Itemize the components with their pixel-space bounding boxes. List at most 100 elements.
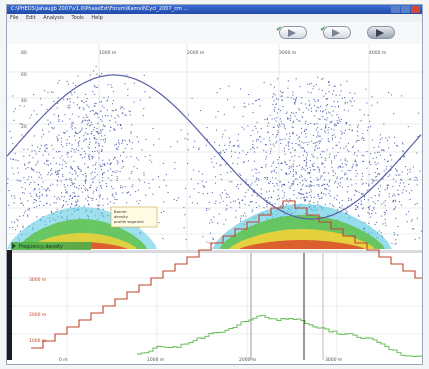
scatter-point: [287, 96, 289, 98]
scatter-point: [93, 129, 95, 131]
scatter-point: [370, 163, 372, 165]
scatter-point: [102, 204, 104, 206]
scatter-point: [163, 210, 165, 212]
scatter-point: [341, 163, 343, 165]
scatter-point: [112, 188, 114, 190]
scatter-point: [245, 191, 247, 193]
scatter-point: [64, 161, 66, 163]
scatter-point: [352, 164, 354, 166]
scatter-point: [340, 159, 342, 161]
close-button[interactable]: [411, 6, 420, 13]
y-tick-lower: 1000 m: [29, 338, 46, 344]
scatter-point: [92, 164, 94, 166]
scatter-point: [239, 173, 241, 175]
scatter-point: [286, 174, 288, 176]
scatter-point: [69, 104, 71, 106]
menu-tools[interactable]: Tools: [71, 15, 84, 21]
scatter-point: [139, 99, 141, 101]
scatter-point: [256, 138, 258, 140]
scatter-point: [284, 184, 286, 186]
scatter-point: [85, 128, 87, 130]
scatter-point: [99, 74, 101, 76]
menu-help[interactable]: Help: [91, 15, 103, 21]
scatter-point: [95, 112, 97, 114]
scatter-point: [233, 200, 235, 202]
scatter-point: [321, 90, 323, 92]
scatter-point: [117, 142, 119, 144]
scatter-point: [240, 183, 242, 185]
scatter-point: [39, 200, 41, 202]
scatter-point: [295, 78, 297, 80]
scatter-point: [325, 105, 327, 107]
scatter-point: [356, 173, 358, 175]
scatter-point: [281, 99, 283, 101]
menu-edit[interactable]: Edit: [25, 15, 36, 21]
scatter-point: [289, 114, 291, 116]
scatter-point: [31, 150, 33, 152]
menu-analysis[interactable]: Analysis: [43, 15, 64, 21]
scatter-point: [57, 102, 59, 104]
scatter-point: [292, 131, 294, 133]
scatter-point: [111, 86, 113, 88]
scatter-point: [99, 101, 101, 103]
scatter-point: [102, 198, 104, 200]
scatter-point: [329, 153, 331, 155]
scatter-point: [283, 147, 285, 149]
scatter-point: [100, 139, 102, 141]
scatter-point: [370, 216, 372, 218]
scatter-point: [418, 237, 420, 239]
scatter-point: [395, 206, 397, 208]
scatter-point: [46, 189, 48, 191]
scatter-point: [218, 213, 220, 215]
scatter-point: [13, 119, 15, 121]
scatter-point: [299, 145, 301, 147]
scatter-point: [335, 144, 337, 146]
scatter-point: [275, 98, 277, 100]
scatter-point: [379, 191, 381, 193]
scatter-point: [89, 111, 91, 113]
scatter-point: [27, 215, 29, 217]
scatter-point: [80, 187, 82, 189]
scatter-point: [36, 113, 38, 115]
scatter-point: [77, 75, 79, 77]
scatter-point: [207, 139, 209, 141]
scatter-point: [275, 166, 277, 168]
scatter-point: [95, 131, 97, 133]
previous-button[interactable]: ✔: [276, 25, 307, 39]
scatter-point: [329, 112, 331, 114]
scatter-point: [97, 204, 99, 206]
scatter-point: [114, 129, 116, 131]
scatter-point: [62, 205, 64, 207]
scatter-point: [350, 178, 352, 180]
scatter-point: [384, 222, 386, 224]
scatter-point: [305, 136, 307, 138]
scatter-point: [274, 203, 276, 205]
y-tick-lower: 2000 m: [29, 312, 46, 318]
menu-file[interactable]: File: [10, 15, 19, 21]
scatter-point: [348, 150, 350, 152]
scatter-point: [347, 169, 349, 171]
scatter-point: [251, 169, 253, 171]
maximize-button[interactable]: [401, 6, 410, 13]
scatter-point: [342, 166, 344, 168]
scatter-point: [329, 179, 331, 181]
scatter-point: [88, 147, 90, 149]
scatter-point: [419, 170, 421, 172]
scatter-point: [65, 166, 67, 168]
scatter-point: [85, 116, 87, 118]
scatter-point: [272, 126, 274, 128]
scatter-point: [294, 150, 296, 152]
scatter-point: [66, 139, 68, 141]
play-button[interactable]: [367, 26, 395, 39]
scatter-point: [88, 156, 90, 158]
scatter-point: [104, 125, 106, 127]
scatter-point: [329, 190, 331, 192]
scatter-point: [123, 108, 125, 110]
scatter-point: [20, 202, 22, 204]
minimize-button[interactable]: [391, 6, 400, 13]
scatter-point: [341, 132, 343, 134]
scatter-point: [302, 183, 304, 185]
scatter-point: [306, 196, 308, 198]
scatter-point: [115, 193, 117, 195]
next-button[interactable]: ✔: [320, 25, 351, 39]
